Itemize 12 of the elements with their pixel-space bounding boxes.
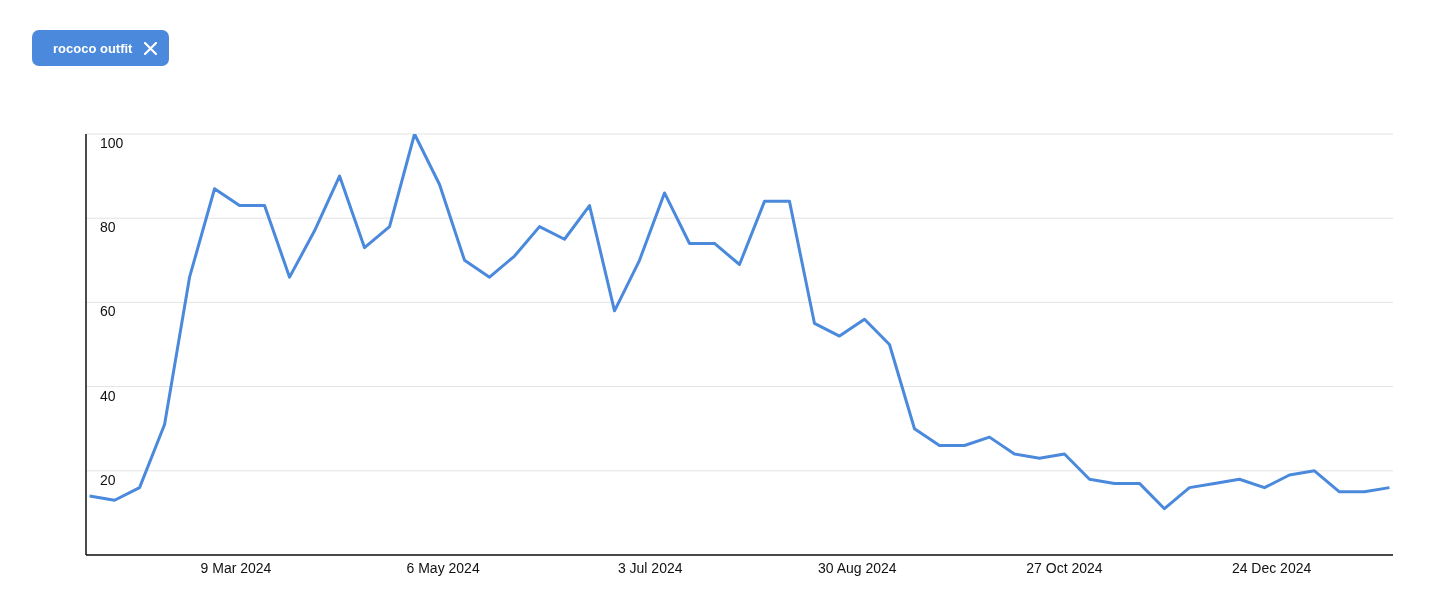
y-tick-label: 40 — [100, 387, 116, 404]
y-tick-label: 80 — [100, 219, 116, 236]
text: rococo outfit — [53, 40, 133, 56]
y-tick-label: 100 — [100, 135, 124, 151]
x-tick-label: 24 Dec 2024 — [1231, 559, 1312, 576]
x-tick-label: 6 May 2024 — [406, 559, 480, 576]
y-tick-label: 60 — [100, 303, 116, 320]
x-tick-label: 9 Mar 2024 — [200, 559, 272, 576]
x-tick-label: 30 Aug 2024 — [818, 559, 897, 576]
y-tick-label: 20 — [100, 471, 116, 488]
x-tick-label: 3 Jul 2024 — [617, 559, 683, 576]
x-tick-label: 27 Oct 2024 — [1026, 559, 1103, 576]
